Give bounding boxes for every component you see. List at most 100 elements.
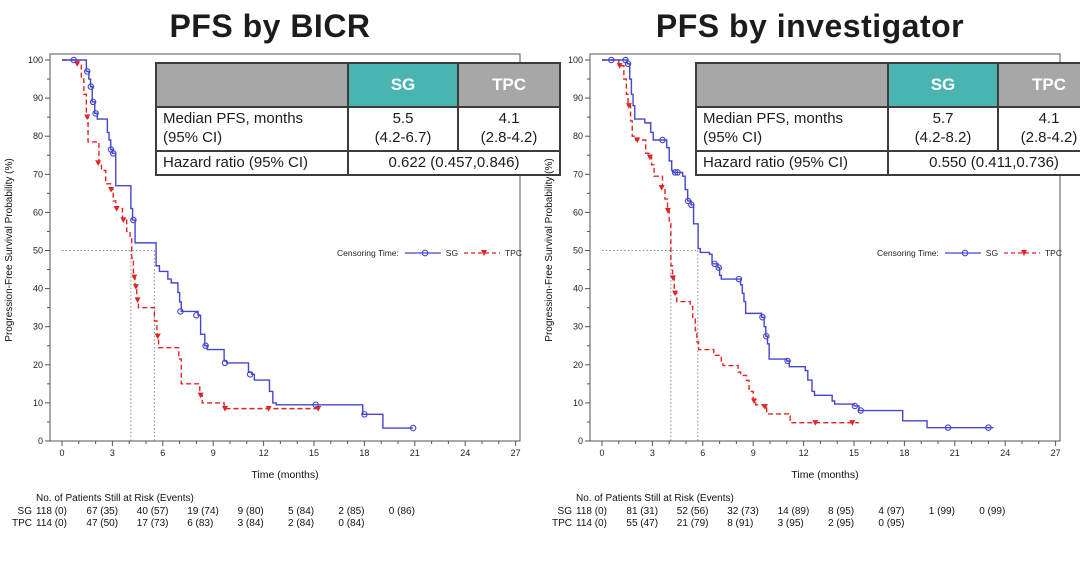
at-risk-value: 3 (95) <box>777 518 804 529</box>
at-risk-value: 114 (0) <box>36 518 67 529</box>
legend-tpc-label: TPC <box>1044 248 1062 258</box>
km-plot: 0 3 6 9 12 15 18 21 24 27 0 10 20 30 40 50 60 70 80 90 100 Ti… <box>544 53 1061 481</box>
at-risk-row-label: TPC <box>552 518 572 529</box>
km-plot-area: 0 3 6 9 12 15 18 21 24 27 0 10 20 30 40 50 60 70 80 90 100 Ti… <box>540 46 1080 491</box>
stats-header-tpc: TPC <box>457 62 561 108</box>
at-risk-value: 3 (84) <box>237 518 264 529</box>
hazard-ratio-value: 0.622 (0.457,0.846) <box>347 149 561 177</box>
svg-text:50: 50 <box>33 246 43 256</box>
stats-header-blank <box>155 62 349 108</box>
legend-sg-label: SG <box>445 248 459 258</box>
tpc-median-ci: (2.8-4.2) <box>480 128 538 146</box>
at-risk-title: No. of Patients Still at Risk (Events) <box>36 493 194 504</box>
svg-text:20: 20 <box>33 360 43 370</box>
at-risk-value: 118 (0) <box>576 506 607 517</box>
svg-text:3: 3 <box>650 448 655 458</box>
median-pfs-sg-value: 5.7 (4.2-8.2) <box>887 106 999 152</box>
at-risk-row-sg: SG 118 (0) 67 (35) 40 (57) 19 (74) 9 (80) 5 (… <box>0 506 540 518</box>
at-risk-value: 4 (97) <box>878 506 905 517</box>
stats-header-blank <box>695 62 889 108</box>
sg-median: 5.5 <box>392 110 414 127</box>
at-risk-value: 6 (83) <box>187 518 214 529</box>
svg-text:70: 70 <box>33 169 43 179</box>
svg-text:60: 60 <box>33 207 43 217</box>
at-risk-value: 19 (74) <box>187 506 219 517</box>
at-risk-value: 52 (56) <box>676 506 709 517</box>
at-risk-row-sg: SG 118 (0) 81 (31) 52 (56) 32 (73) 14 (89) 8 … <box>540 506 1080 518</box>
tpc-line-icon <box>1004 250 1040 256</box>
svg-text:18: 18 <box>359 448 369 458</box>
median-pfs-tpc-value: 4.1 (2.8-4.2) <box>997 106 1080 152</box>
stats-header-sg: SG <box>887 62 999 108</box>
svg-text:40: 40 <box>33 284 43 294</box>
svg-text:20: 20 <box>573 360 583 370</box>
at-risk-row-label: SG <box>17 506 32 517</box>
sg-median-ci: (4.2-8.2) <box>914 128 972 146</box>
at-risk-value: 55 (47) <box>626 518 659 529</box>
sg-median-ci: (4.2-6.7) <box>374 128 432 146</box>
svg-text:0: 0 <box>599 448 604 458</box>
at-risk-value: 0 (86) <box>388 506 415 517</box>
at-risk-value: 67 (35) <box>86 506 119 517</box>
at-risk-value: 40 (57) <box>136 506 169 517</box>
median-pfs-label-line2: (95% CI) <box>163 128 223 146</box>
stats-header-tpc: TPC <box>997 62 1080 108</box>
stats-table: SG TPC Median PFS, months (95% CI) 5.5 (… <box>155 62 561 177</box>
panel-pfs-investigator: PFS by investigator 0 3 6 9 12 15 18 21 24 27 0 10 2… <box>540 0 1080 579</box>
svg-text:70: 70 <box>573 169 583 179</box>
svg-text:Progression-Free Survival Prob: Progression-Free Survival Probability (%… <box>4 158 15 341</box>
at-risk-value: 8 (91) <box>727 518 754 529</box>
svg-text:24: 24 <box>1000 448 1010 458</box>
legend-caption: Censoring Time: <box>877 248 939 258</box>
tpc-median-ci: (2.8-4.2) <box>1020 128 1078 146</box>
svg-text:90: 90 <box>573 93 583 103</box>
svg-text:30: 30 <box>573 322 583 332</box>
svg-text:15: 15 <box>849 448 859 458</box>
stats-header-sg: SG <box>347 62 459 108</box>
at-risk-value: 1 (99) <box>928 506 955 517</box>
at-risk-value: 0 (99) <box>979 506 1006 517</box>
svg-text:Progression-Free Survival Prob: Progression-Free Survival Probability (%… <box>544 158 555 341</box>
median-pfs-tpc-value: 4.1 (2.8-4.2) <box>457 106 561 152</box>
at-risk-value: 8 (95) <box>828 506 855 517</box>
legend: Censoring Time: SG TPC <box>337 246 522 260</box>
at-risk-row-tpc: TPC 114 (0) 47 (50) 17 (73) 6 (83) 3 (84) 2 (… <box>0 518 540 530</box>
at-risk-value: 114 (0) <box>576 518 607 529</box>
svg-text:0: 0 <box>578 436 583 446</box>
km-plot: 0 3 6 9 12 15 18 21 24 27 0 10 20 30 40 50 60 70 80 90 100 Ti… <box>4 53 521 481</box>
legend-caption: Censoring Time: <box>337 248 399 258</box>
svg-text:21: 21 <box>410 448 420 458</box>
at-risk-value: 5 (84) <box>288 506 315 517</box>
svg-text:12: 12 <box>259 448 269 458</box>
svg-text:12: 12 <box>799 448 809 458</box>
at-risk-value: 2 (84) <box>288 518 315 529</box>
svg-text:100: 100 <box>28 55 43 65</box>
at-risk-value: 81 (31) <box>626 506 659 517</box>
at-risk-value: 14 (89) <box>777 506 810 517</box>
median-pfs-label: Median PFS, months (95% CI) <box>155 106 349 152</box>
median-pfs-label: Median PFS, months (95% CI) <box>695 106 889 152</box>
svg-text:21: 21 <box>950 448 960 458</box>
svg-text:40: 40 <box>573 284 583 294</box>
tpc-median: 4.1 <box>1038 110 1060 127</box>
svg-text:80: 80 <box>33 131 43 141</box>
panel-pfs-bicr: PFS by BICR 0 3 6 9 12 15 18 21 24 27 0 10 20 30 40 50 6… <box>0 8 561 530</box>
sg-line-icon <box>404 249 441 257</box>
at-risk-title: No. of Patients Still at Risk (Events) <box>576 493 734 504</box>
svg-text:27: 27 <box>1051 448 1061 458</box>
at-risk-value: 47 (50) <box>86 518 119 529</box>
page-title: PFS by BICR <box>169 8 371 44</box>
hazard-ratio-label: Hazard ratio (95% CI) <box>155 149 349 177</box>
svg-text:100: 100 <box>568 55 583 65</box>
svg-text:30: 30 <box>33 322 43 332</box>
at-risk-row-tpc: TPC 114 (0) 55 (47) 21 (79) 8 (91) 3 (95) 2 (… <box>540 518 1080 530</box>
legend: Censoring Time: SG TPC <box>877 246 1062 260</box>
svg-text:Time (months): Time (months) <box>251 469 318 481</box>
at-risk-value: 17 (73) <box>136 518 169 529</box>
svg-text:27: 27 <box>511 448 521 458</box>
sg-median: 5.7 <box>932 110 954 127</box>
at-risk-value: 0 (84) <box>338 518 365 529</box>
km-plot-area: 0 3 6 9 12 15 18 21 24 27 0 10 20 30 40 50 60 70 80 90 100 Ti… <box>0 46 561 491</box>
at-risk-value: 2 (85) <box>338 506 365 517</box>
